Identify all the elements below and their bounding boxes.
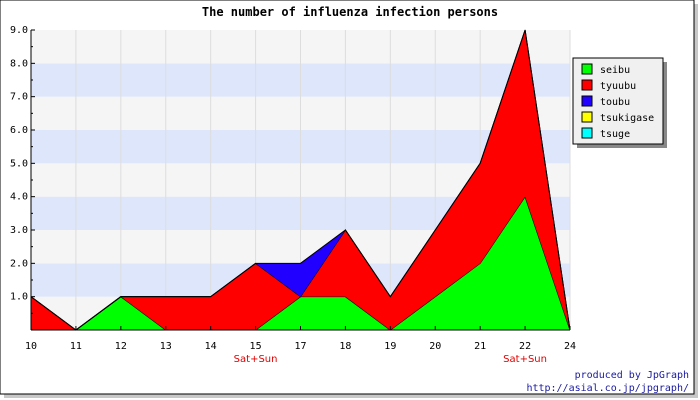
x-tick-label: 20 — [429, 341, 441, 352]
y-tick-label: 5.0 — [10, 158, 28, 169]
x-axis-ticks: 10 11 12 13 14 15 17 18 19 20 21 22 24 — [25, 326, 576, 352]
y-tick-label: 4.0 — [10, 192, 28, 203]
y-tick-label: 6.0 — [10, 125, 28, 136]
legend-swatch-tsukigase — [581, 111, 593, 123]
y-axis-ticks: 1.0 2.0 3.0 4.0 5.0 6.0 7.0 8.0 9.0 — [10, 25, 35, 331]
x-tick-label: 24 — [564, 341, 576, 352]
x-tick-label: 19 — [384, 341, 396, 352]
area-toubu — [31, 30, 570, 330]
credit-line1: produced by JpGraph — [575, 370, 689, 381]
legend-label-tsuge: tsuge — [600, 129, 630, 140]
y-tick-label: 8.0 — [10, 58, 28, 69]
x-tick-label: 17 — [294, 341, 306, 352]
y-tick-label: 7.0 — [10, 92, 28, 103]
x-tick-label: 18 — [339, 341, 351, 352]
legend-items: seibu tyuubu toubu tsukigase tsuge — [581, 63, 654, 140]
legend-swatch-toubu — [581, 95, 593, 107]
y-tick-label: 2.0 — [10, 258, 28, 269]
legend-label-tyuubu: tyuubu — [600, 81, 636, 92]
legend: seibu tyuubu toubu tsukigase tsuge — [572, 57, 667, 148]
chart-title: The number of influenza infection person… — [202, 5, 498, 19]
weekend-label: Sat+Sun — [234, 354, 278, 365]
area-outline-toubu — [30, 29, 571, 331]
legend-label-seibu: seibu — [600, 65, 630, 76]
legend-swatch-tyuubu — [581, 79, 593, 91]
x-tick-label: 14 — [205, 341, 217, 352]
y-tick-label: 1.0 — [10, 292, 28, 303]
y-tick-label: 3.0 — [10, 225, 28, 236]
legend-label-toubu: toubu — [600, 97, 630, 108]
x-tick-label: 12 — [115, 341, 127, 352]
weekend-markers: Sat+Sun Sat+Sun — [234, 354, 547, 365]
x-tick-label: 22 — [519, 341, 531, 352]
x-tick-label: 13 — [160, 341, 172, 352]
legend-swatch-tsuge — [581, 127, 593, 139]
x-tick-label: 11 — [70, 341, 82, 352]
legend-swatch-seibu — [581, 63, 593, 75]
x-tick-label: 15 — [250, 341, 262, 352]
y-tick-label: 9.0 — [10, 25, 28, 36]
x-tick-label: 21 — [474, 341, 486, 352]
area-series-group — [30, 29, 571, 331]
credit-line2: http://asial.co.jp/jpgraph/ — [526, 383, 689, 394]
weekend-label: Sat+Sun — [503, 354, 547, 365]
x-tick-label: 10 — [25, 341, 37, 352]
area-tyuubu — [31, 30, 570, 330]
legend-label-tsukigase: tsukigase — [600, 113, 654, 124]
